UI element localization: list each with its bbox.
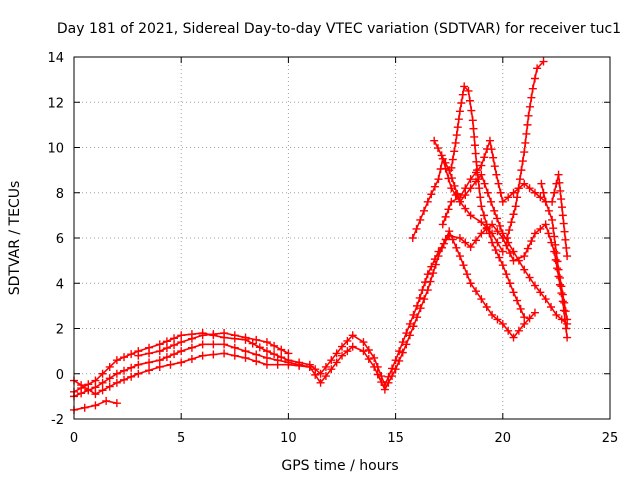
series-8 bbox=[447, 82, 529, 322]
series-9 bbox=[438, 136, 572, 324]
y-tick-label: 6 bbox=[56, 232, 64, 247]
series-6 bbox=[408, 154, 572, 328]
y-tick-label: 10 bbox=[47, 142, 64, 157]
y-tick-label: 0 bbox=[56, 368, 64, 383]
series-markers bbox=[537, 170, 572, 261]
y-tick-label: 4 bbox=[56, 277, 64, 292]
axes: 0 5 10 15 20 25 -2 0 2 4 6 8 10 12 14 bbox=[47, 51, 618, 446]
series-markers bbox=[408, 154, 572, 328]
x-axis-label: GPS time / hours bbox=[281, 458, 398, 474]
x-tick-label: 15 bbox=[387, 431, 404, 446]
series-markers bbox=[503, 57, 548, 242]
y-tick-label: 14 bbox=[47, 51, 64, 66]
y-axis-label: SDTVAR / TECUs bbox=[7, 181, 23, 296]
series-markers bbox=[134, 329, 293, 360]
series-line bbox=[506, 60, 545, 239]
x-tick-label: 25 bbox=[602, 431, 619, 446]
series-4 bbox=[70, 396, 121, 414]
y-tick-label: 12 bbox=[47, 96, 64, 111]
series-markers bbox=[438, 136, 572, 324]
series-3 bbox=[70, 349, 314, 399]
y-tick-label: 2 bbox=[56, 323, 64, 338]
data-series bbox=[70, 57, 572, 414]
series-5 bbox=[134, 329, 293, 360]
y-tick-label: -2 bbox=[51, 413, 64, 428]
series-11 bbox=[537, 170, 572, 261]
y-tick-label: 8 bbox=[56, 187, 64, 202]
chart-title: Day 181 of 2021, Sidereal Day-to-day VTE… bbox=[57, 21, 621, 37]
x-tick-label: 0 bbox=[70, 431, 78, 446]
series-markers bbox=[70, 396, 121, 414]
x-tick-label: 5 bbox=[177, 431, 185, 446]
series-10 bbox=[503, 57, 548, 242]
x-tick-label: 20 bbox=[495, 431, 512, 446]
series-7 bbox=[430, 136, 507, 256]
x-tick-label: 10 bbox=[280, 431, 297, 446]
series-markers bbox=[447, 82, 529, 322]
